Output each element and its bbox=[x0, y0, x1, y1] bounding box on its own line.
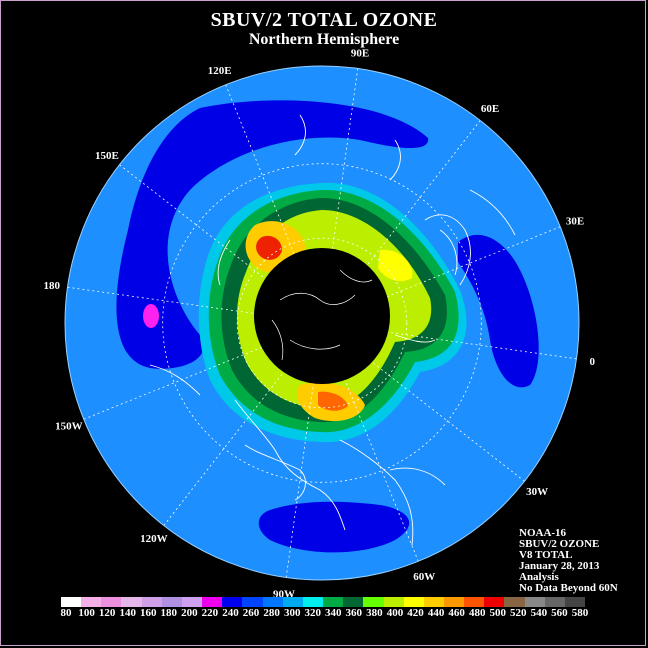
colorbar-tick-label: 140 bbox=[119, 607, 136, 619]
ozone-maximum-siberia bbox=[256, 235, 282, 260]
graticule bbox=[67, 68, 577, 578]
colorbar-swatch bbox=[222, 597, 243, 607]
colorbar-tick-label: 380 bbox=[366, 607, 383, 619]
low-ozone-region-atlantic bbox=[458, 234, 539, 388]
longitude-label: 120W bbox=[140, 533, 168, 545]
latitude-circle bbox=[162, 163, 482, 483]
ozone-minimum bbox=[143, 304, 159, 328]
colorbar-tick-label: 160 bbox=[139, 607, 157, 619]
colorbar-swatch bbox=[363, 597, 384, 607]
colorbar-swatch bbox=[101, 597, 122, 607]
colorbar-swatch bbox=[504, 597, 525, 607]
colorbar-tick-label: 300 bbox=[283, 607, 301, 619]
colorbar-tick-label: 120 bbox=[98, 607, 116, 619]
colorbar-swatch bbox=[61, 597, 82, 607]
longitude-label: 150E bbox=[95, 150, 119, 162]
colorbar bbox=[61, 597, 586, 607]
colorbar-swatch bbox=[403, 597, 424, 607]
colorbar-tick-label: 580 bbox=[571, 607, 589, 619]
colorbar-swatch bbox=[423, 597, 444, 607]
longitude-label: 120E bbox=[208, 65, 232, 77]
colorbar-tick-label: 500 bbox=[489, 607, 507, 619]
low-ozone-region-tropics bbox=[258, 501, 410, 553]
colorbar-tick-label: 240 bbox=[222, 607, 239, 619]
polar-coastlines bbox=[271, 269, 373, 361]
latitude-circle bbox=[236, 237, 408, 409]
colorbar-swatch bbox=[202, 597, 223, 607]
version-label: V8 TOTAL bbox=[519, 549, 573, 561]
colorbar-tick-label: 200 bbox=[181, 607, 198, 619]
coastlines bbox=[149, 114, 516, 546]
longitude-label: 30E bbox=[566, 216, 584, 228]
satellite-label: NOAA-16 bbox=[519, 527, 567, 539]
metadata-block: NOAA-16 SBUV/2 OZONE V8 TOTAL January 28… bbox=[519, 528, 618, 594]
colorbar-tick-label: 540 bbox=[530, 607, 548, 619]
colorbar-swatch bbox=[282, 597, 303, 607]
map-title: SBUV/2 TOTAL OZONE bbox=[210, 9, 438, 31]
longitude-label: 150W bbox=[55, 420, 83, 432]
longitude-label: 60W bbox=[413, 571, 435, 583]
ozone-high-europe bbox=[378, 249, 413, 282]
colorbar-labels: 80 100 120 140 160 180 200 220 240 260 280 300 320 34… bbox=[0, 607, 648, 621]
no-data-note: No Data Beyond 60N bbox=[519, 582, 618, 594]
colorbar-swatch bbox=[484, 597, 505, 607]
colorbar-swatch bbox=[181, 597, 203, 607]
colorbar-swatch bbox=[343, 597, 364, 607]
date-label: January 28, 2013 bbox=[519, 560, 600, 572]
colorbar-tick-label: 280 bbox=[263, 607, 280, 619]
colorbar-swatch bbox=[323, 597, 344, 607]
longitude-label: 180 bbox=[43, 280, 60, 292]
colorbar-tick-label: 460 bbox=[448, 607, 465, 619]
colorbar-tick-label: 480 bbox=[468, 607, 486, 619]
colorbar-swatch bbox=[564, 597, 586, 607]
ozone-maximum-north-america bbox=[318, 391, 348, 411]
colorbar-swatch bbox=[262, 597, 283, 607]
globe-outline bbox=[64, 65, 580, 581]
colorbar-tick-label: 100 bbox=[78, 607, 95, 619]
colorbar-tick-label: 220 bbox=[201, 607, 219, 619]
colorbar-swatch bbox=[443, 597, 465, 607]
colorbar-swatch bbox=[161, 597, 182, 607]
ozone-field bbox=[65, 66, 579, 580]
colorbar-tick-label: 440 bbox=[427, 607, 445, 619]
colorbar-tick-label: 80 bbox=[60, 607, 72, 619]
colorbar-tick-label: 400 bbox=[386, 607, 404, 619]
colorbar-swatch bbox=[242, 597, 263, 607]
colorbar-tick-label: 560 bbox=[551, 607, 568, 619]
colorbar-swatch bbox=[302, 597, 324, 607]
colorbar-tick-label: 520 bbox=[510, 607, 527, 619]
no-data-region bbox=[254, 248, 390, 384]
colorbar-swatch bbox=[81, 597, 102, 607]
product-label: Analysis bbox=[519, 571, 559, 583]
instrument-label: SBUV/2 OZONE bbox=[519, 538, 600, 550]
longitude-label: 60E bbox=[481, 103, 499, 115]
colorbar-tick-label: 320 bbox=[304, 607, 321, 619]
colorbar-tick-label: 180 bbox=[160, 607, 178, 619]
colorbar-swatch bbox=[383, 597, 404, 607]
colorbar-swatch bbox=[524, 597, 545, 607]
colorbar-tick-label: 260 bbox=[242, 607, 260, 619]
colorbar-swatch bbox=[464, 597, 485, 607]
longitude-label: 90E bbox=[351, 48, 369, 60]
colorbar-tick-label: 360 bbox=[345, 607, 363, 619]
longitude-label: 0 bbox=[590, 356, 596, 368]
colorbar-swatch bbox=[544, 597, 565, 607]
low-ozone-region-pacific bbox=[116, 100, 429, 369]
colorbar-tick-label: 340 bbox=[325, 607, 342, 619]
map-subtitle: Northern Hemisphere bbox=[248, 31, 400, 48]
colorbar-swatch bbox=[121, 597, 142, 607]
colorbar-swatch bbox=[141, 597, 162, 607]
colorbar-tick-label: 420 bbox=[407, 607, 424, 619]
longitude-label: 30W bbox=[526, 486, 548, 498]
